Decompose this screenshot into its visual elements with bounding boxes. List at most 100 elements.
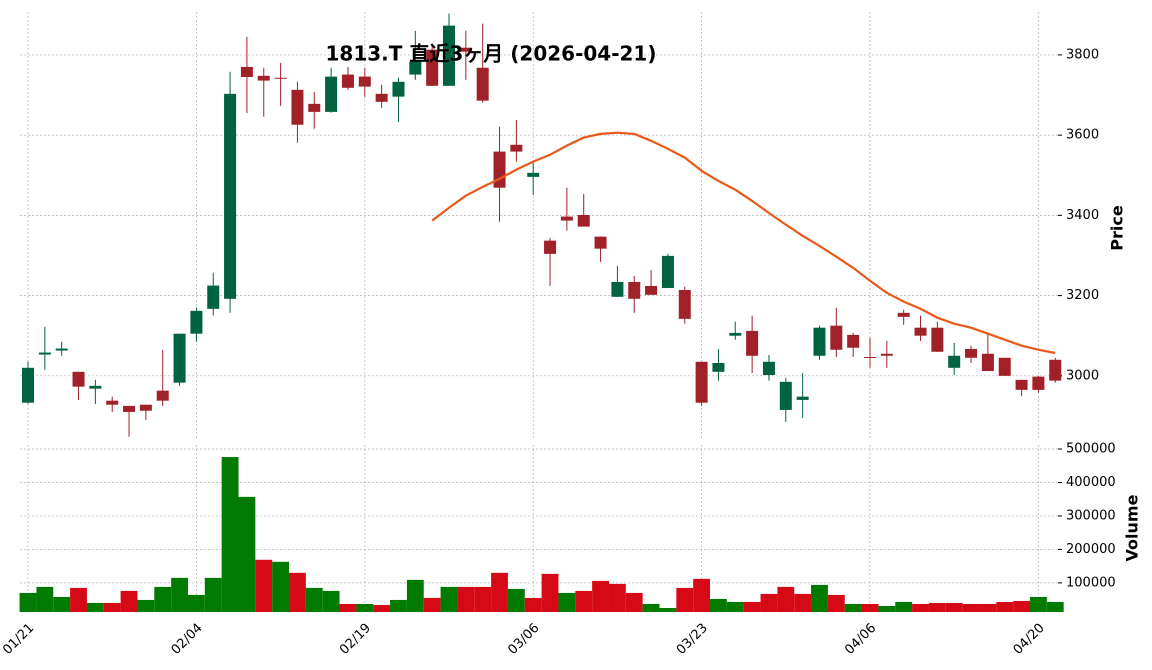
volume-axis-label: Volume — [1123, 494, 1142, 561]
volume-bar — [204, 577, 222, 612]
volume-bar — [390, 599, 407, 612]
y-tick-label: 3000 — [1066, 368, 1099, 383]
volume-bar — [524, 597, 542, 612]
volume-bar — [221, 457, 239, 612]
candle-body — [914, 327, 927, 336]
volume-bar — [625, 592, 643, 612]
candle-body — [224, 93, 237, 299]
volume-bar — [861, 603, 879, 612]
candle-body — [358, 76, 371, 87]
volume-bar — [491, 572, 508, 612]
candle-body — [544, 240, 557, 254]
y-tick-label: 300000 — [1066, 508, 1116, 523]
volume-bar — [912, 603, 929, 612]
y-tick-label: 200000 — [1066, 542, 1116, 557]
candle-body — [880, 353, 893, 356]
volume-bar — [1029, 596, 1047, 612]
volume-bar — [103, 602, 121, 612]
candle-body — [560, 216, 573, 221]
volume-bar — [760, 593, 778, 612]
volume-bar — [19, 592, 37, 612]
candle-body — [762, 361, 775, 376]
candle-body — [746, 330, 759, 356]
candle-body — [712, 362, 725, 372]
volume-bar — [305, 587, 323, 612]
y-axis-label: Price — [1108, 205, 1127, 251]
chart-title: 1813.T 直近3ヶ月 (2026-04-21) — [326, 42, 657, 66]
volume-bar — [659, 607, 677, 612]
volume-bar — [928, 602, 946, 612]
volume-bar — [743, 601, 761, 612]
candle-body — [594, 236, 607, 249]
volume-bar — [592, 580, 609, 612]
candle-body — [38, 352, 51, 355]
candle-body — [779, 381, 792, 410]
volume-bar — [154, 586, 172, 612]
candle-body — [1032, 376, 1045, 390]
candle-body — [1049, 359, 1062, 381]
candle-body — [89, 385, 102, 389]
candle-body — [274, 77, 287, 79]
volume-bar — [558, 592, 576, 612]
candle-body — [190, 310, 203, 334]
candle-body — [207, 285, 220, 309]
candle-body — [308, 103, 321, 112]
x-tick-label: 04/20 — [1011, 621, 1048, 658]
volume-bar — [289, 572, 306, 612]
volume-bar — [1046, 601, 1064, 612]
volume-bar — [726, 601, 744, 612]
volume-bar — [440, 586, 458, 612]
candle-body — [527, 172, 540, 177]
volume-bar — [255, 559, 273, 612]
x-tick-label: 03/23 — [674, 621, 711, 658]
y-tick-label: 3800 — [1066, 47, 1099, 62]
volume-bar — [120, 590, 138, 612]
candle-body — [291, 89, 304, 125]
candle-body — [695, 361, 708, 403]
candle-body — [813, 327, 826, 356]
volume-bar — [693, 578, 711, 612]
candle-body — [22, 367, 34, 403]
candle-body — [931, 327, 944, 352]
candle-body — [476, 67, 489, 101]
volume-bar — [945, 602, 963, 612]
candle-body — [847, 334, 860, 348]
y-tick-label: 3200 — [1066, 288, 1099, 303]
candle-body — [965, 348, 978, 358]
y-tick-label: 400000 — [1066, 475, 1116, 490]
volume-bar — [406, 579, 424, 612]
candle-body — [948, 355, 961, 368]
volume-bar — [777, 586, 795, 612]
candle-body — [325, 76, 338, 112]
candle-body — [240, 66, 253, 77]
volume-bar — [423, 597, 441, 612]
candle-body — [459, 47, 472, 52]
volume-bar — [171, 577, 188, 612]
x-tick-label: 01/21 — [0, 621, 37, 658]
candle-body — [106, 400, 119, 405]
candle-body — [341, 74, 354, 88]
candle-body — [173, 333, 186, 383]
candle-body — [981, 353, 994, 372]
volume-bar — [339, 603, 357, 612]
moving-average-line — [431, 131, 1056, 355]
candle-body — [443, 25, 455, 86]
volume-bar — [710, 598, 727, 612]
candle-body — [375, 93, 388, 102]
y-tick-label: 3600 — [1066, 128, 1099, 143]
candle-body — [392, 81, 405, 97]
candle-body — [645, 285, 658, 295]
volume-bar — [70, 587, 87, 612]
volume-bar — [53, 596, 71, 612]
candle-body — [729, 332, 742, 336]
candle-body — [426, 49, 439, 86]
volume-bar — [272, 561, 290, 612]
volume-bar — [36, 586, 54, 612]
y-tick-label: 3400 — [1066, 208, 1099, 223]
volume-bar — [356, 603, 374, 612]
candle-body — [1015, 379, 1028, 390]
volume-bar — [979, 603, 997, 612]
volume-bar — [187, 594, 205, 612]
x-tick-label: 04/06 — [842, 621, 879, 658]
